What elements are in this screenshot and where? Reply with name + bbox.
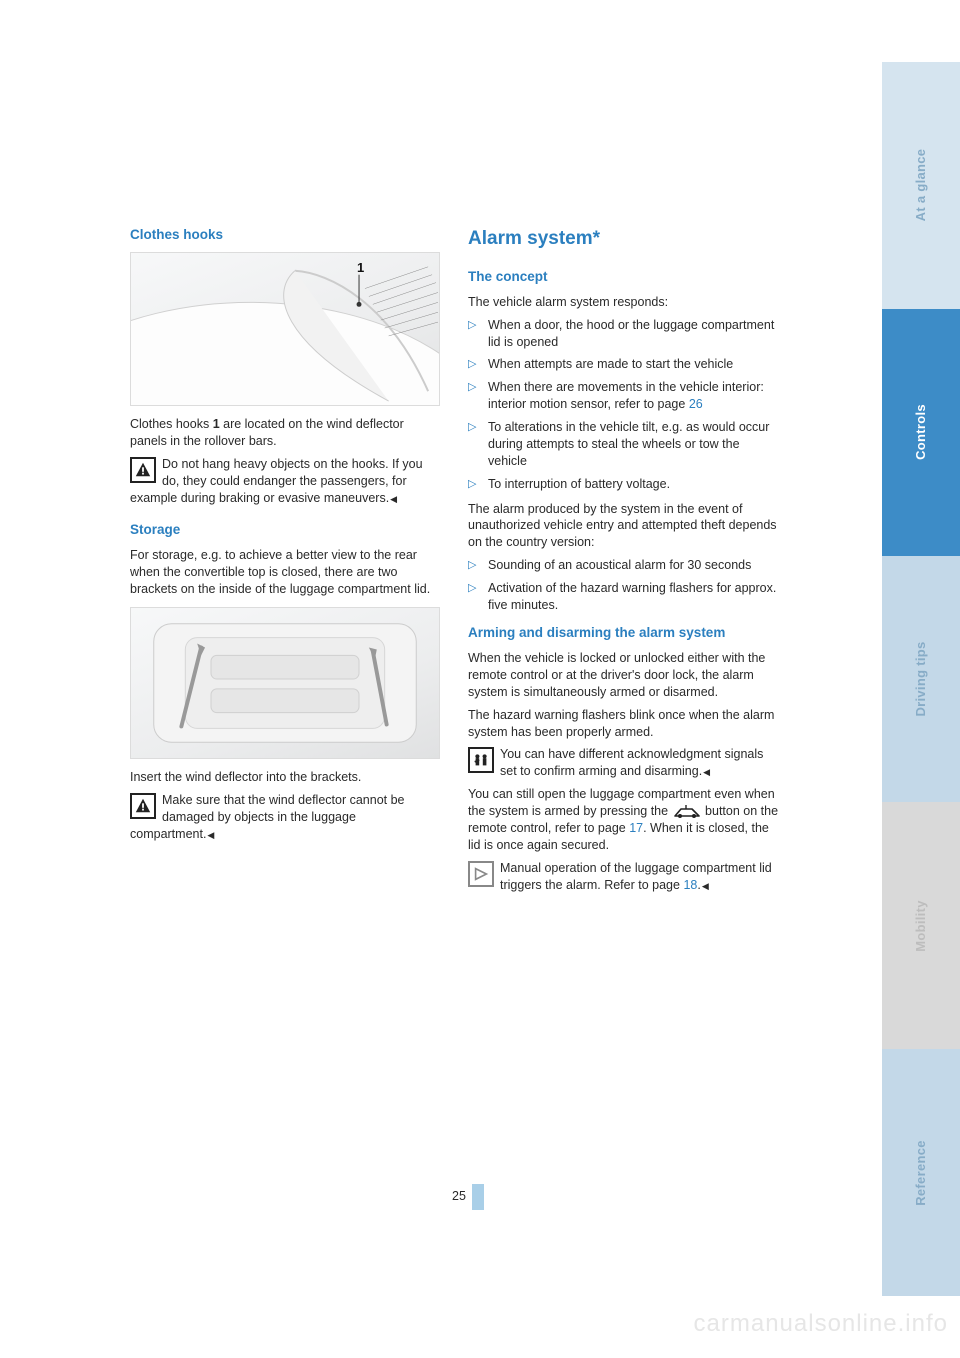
open-luggage-desc: You can still open the luggage compartme… <box>468 786 780 854</box>
figure-clothes-hooks: 1 <box>130 252 440 406</box>
page-link[interactable]: 18 <box>683 878 697 892</box>
note-text: Manual operation of the luggage compartm… <box>500 861 772 892</box>
note-icon <box>468 861 494 887</box>
heading-arming: Arming and disarming the alarm system <box>468 624 780 642</box>
watermark: carmanualsonline.info <box>694 1308 948 1340</box>
warning-icon <box>130 793 156 819</box>
list-item-text: To alterations in the vehicle tilt, e.g.… <box>488 419 780 470</box>
bullet-icon: ▷ <box>468 317 480 351</box>
right-column: Alarm system* The concept The vehicle al… <box>468 226 780 899</box>
list-item-text: To interruption of battery voltage. <box>488 476 780 493</box>
bullet-icon: ▷ <box>468 356 480 373</box>
warning-text: Make sure that the wind deflector cannot… <box>130 793 405 841</box>
list-item-text: Sounding of an acoustical alarm for 30 s… <box>488 557 780 574</box>
tab-controls[interactable]: Controls <box>882 309 960 556</box>
figure-callout-1: 1 <box>357 259 364 277</box>
left-column: Clothes hooks <box>130 226 440 899</box>
list-item-text: Activation of the hazard warning flasher… <box>488 580 780 614</box>
tab-at-a-glance[interactable]: At a glance <box>882 62 960 309</box>
text-bold: 1 <box>213 417 220 431</box>
text: . <box>697 878 708 892</box>
list-item: ▷ To alterations in the vehicle tilt, e.… <box>468 419 780 470</box>
tab-mobility[interactable]: Mobility <box>882 802 960 1049</box>
heading-clothes-hooks: Clothes hooks <box>130 226 440 244</box>
dealer-icon <box>468 747 494 773</box>
tab-reference[interactable]: Reference <box>882 1049 960 1296</box>
page-number: 25 <box>452 1188 466 1205</box>
warning-storage: Make sure that the wind deflector cannot… <box>130 792 440 843</box>
list-item: ▷ To interruption of battery voltage. <box>468 476 780 493</box>
figure-storage <box>130 607 440 759</box>
tab-label: At a glance <box>912 149 930 222</box>
concept-intro: The vehicle alarm system responds: <box>468 294 780 311</box>
section-tabs: At a glance Controls Driving tips Mobili… <box>882 0 960 1358</box>
list-item: ▷ When a door, the hood or the luggage c… <box>468 317 780 351</box>
list-item-text: When there are movements in the vehicle … <box>488 379 780 413</box>
tab-label: Driving tips <box>912 641 930 716</box>
bullet-icon: ▷ <box>468 557 480 574</box>
note-manual-operation: Manual operation of the luggage compartm… <box>468 860 780 894</box>
figure-storage-svg <box>131 608 439 758</box>
page-link[interactable]: 17 <box>629 821 643 835</box>
list-item: ▷ Sounding of an acoustical alarm for 30… <box>468 557 780 574</box>
text: Clothes hooks <box>130 417 213 431</box>
list-item-text: When attempts are made to start the vehi… <box>488 356 780 373</box>
bullet-icon: ▷ <box>468 419 480 470</box>
list-item: ▷ Activation of the hazard warning flash… <box>468 580 780 614</box>
text: Manual operation of the luggage compartm… <box>500 861 772 892</box>
figure-clothes-hooks-svg <box>131 253 439 405</box>
list-item: ▷ When attempts are made to start the ve… <box>468 356 780 373</box>
clothes-hooks-desc: Clothes hooks 1 are located on the wind … <box>130 416 440 450</box>
bullet-icon: ▷ <box>468 476 480 493</box>
alarm-desc: The alarm produced by the system in the … <box>468 501 780 552</box>
bullet-icon: ▷ <box>468 580 480 614</box>
info-acknowledgment: You can have different acknowledgment si… <box>468 746 780 780</box>
page-number-bar <box>472 1184 484 1210</box>
tab-spacer <box>882 0 960 62</box>
warning-clothes-hooks: Do not hang heavy objects on the hooks. … <box>130 456 440 507</box>
arming-p2: The hazard warning flashers blink once w… <box>468 707 780 741</box>
page-link[interactable]: 26 <box>689 397 703 411</box>
heading-storage: Storage <box>130 521 440 539</box>
tab-label: Reference <box>912 1140 930 1206</box>
info-text: You can have different acknowledgment si… <box>500 747 763 778</box>
warning-icon <box>130 457 156 483</box>
heading-concept: The concept <box>468 268 780 286</box>
tab-driving-tips[interactable]: Driving tips <box>882 556 960 803</box>
insert-desc: Insert the wind deflector into the brack… <box>130 769 440 786</box>
text: When there are movements in the vehicle … <box>488 380 764 411</box>
bullet-icon: ▷ <box>468 379 480 413</box>
heading-alarm-system: Alarm system* <box>468 226 780 252</box>
manual-page: Clothes hooks <box>0 0 960 1358</box>
tab-label: Controls <box>912 404 930 460</box>
concept-list: ▷ When a door, the hood or the luggage c… <box>468 317 780 493</box>
alarm-list: ▷ Sounding of an acoustical alarm for 30… <box>468 557 780 614</box>
arming-p1: When the vehicle is locked or unlocked e… <box>468 650 780 701</box>
tab-label: Mobility <box>912 900 930 952</box>
storage-desc: For storage, e.g. to achieve a better vi… <box>130 547 440 598</box>
list-item: ▷ When there are movements in the vehicl… <box>468 379 780 413</box>
content-columns: Clothes hooks <box>0 0 780 899</box>
trunk-button-icon <box>672 805 702 819</box>
list-item-text: When a door, the hood or the luggage com… <box>488 317 780 351</box>
warning-text: Do not hang heavy objects on the hooks. … <box>130 457 423 505</box>
